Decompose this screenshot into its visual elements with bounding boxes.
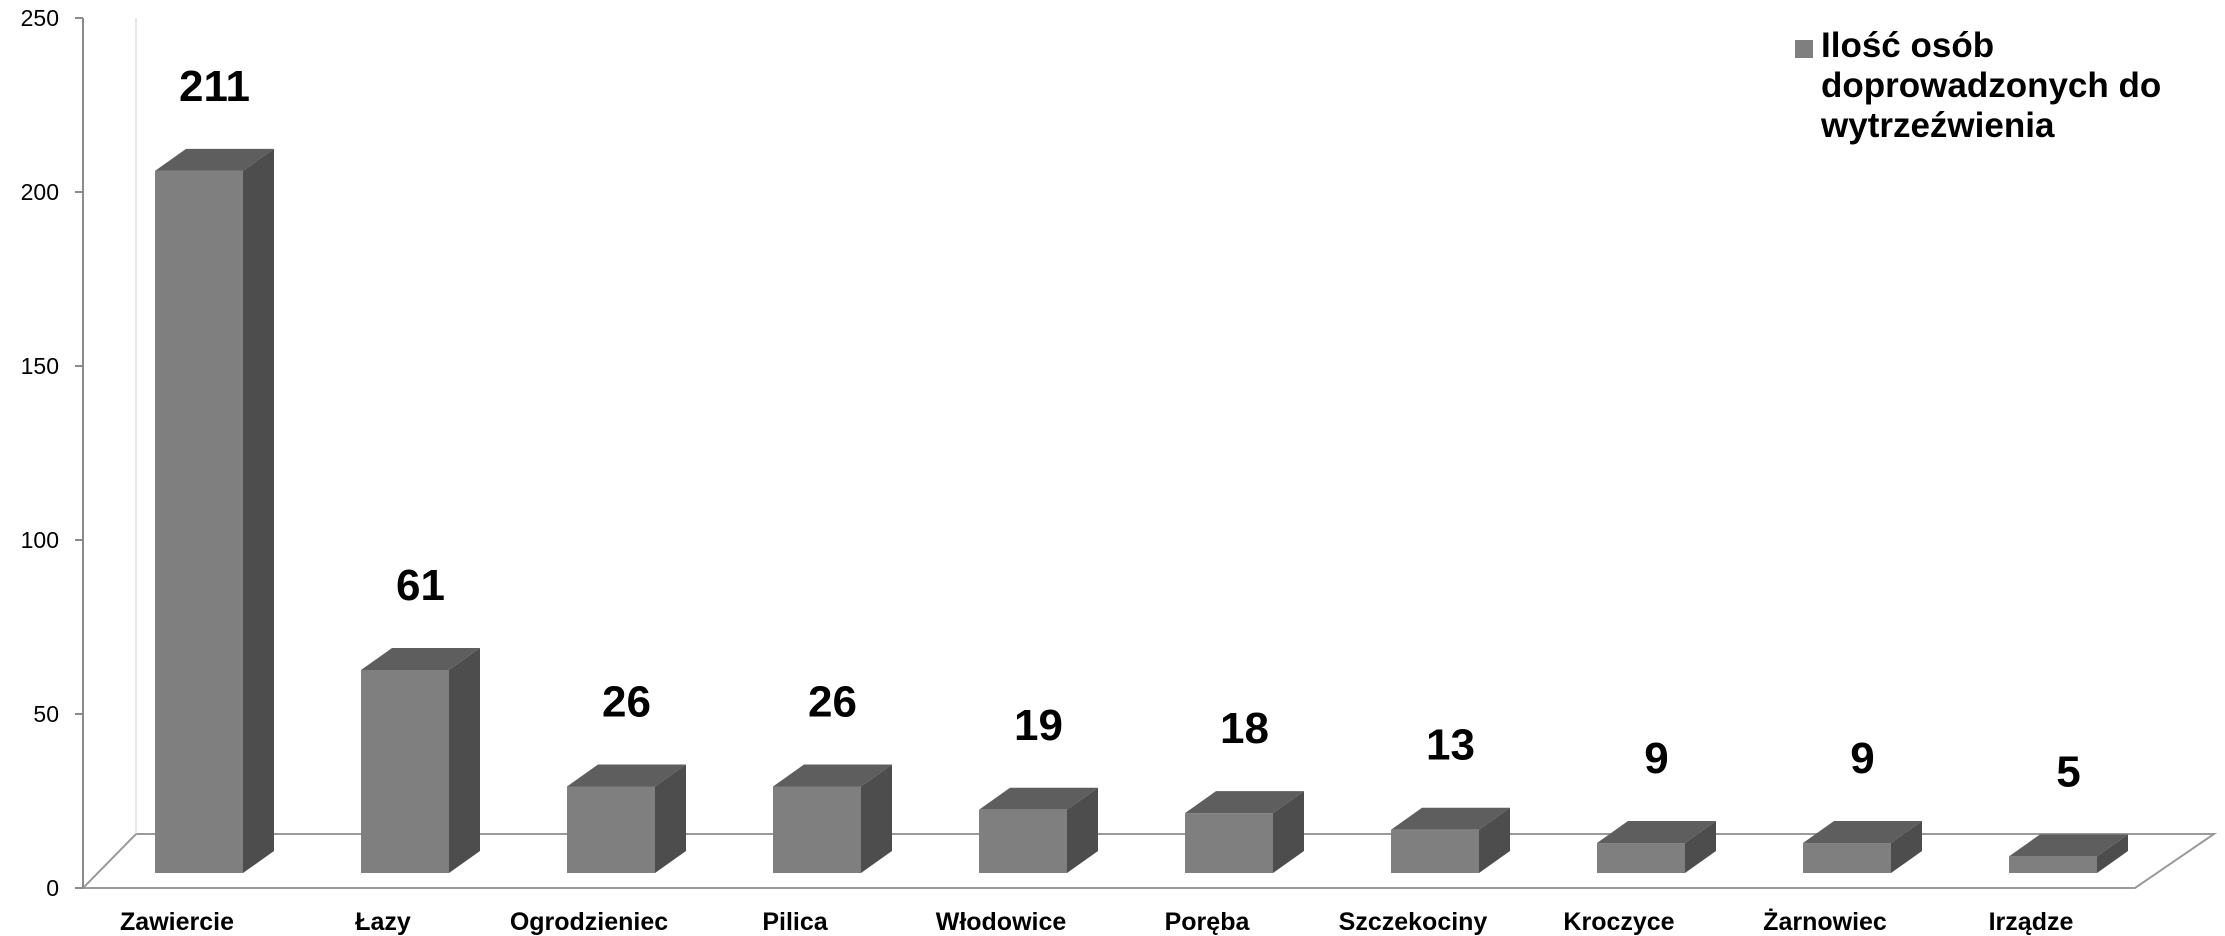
- bar-side: [1891, 821, 1922, 873]
- bar-front: [1391, 829, 1479, 873]
- data-label: 9: [1644, 734, 1668, 783]
- bars: [155, 148, 2128, 873]
- bar-side: [861, 764, 892, 873]
- bar-front: [361, 670, 449, 873]
- bar-side: [1479, 807, 1510, 873]
- bar: [979, 787, 1098, 873]
- y-tick-label: 50: [33, 701, 59, 727]
- bar-front: [1803, 843, 1891, 873]
- y-tick-label: 200: [21, 179, 59, 205]
- bar-top: [567, 764, 686, 787]
- x-tick-label: Włodowice: [936, 908, 1067, 936]
- data-label: 26: [602, 677, 651, 726]
- bar-top: [2009, 834, 2128, 857]
- bar: [361, 648, 480, 873]
- x-tick-label: Zawiercie: [120, 908, 234, 936]
- bar-side: [243, 148, 274, 873]
- x-tick-label: Poręba: [1165, 908, 1251, 936]
- bar-side: [1067, 787, 1098, 873]
- bar: [567, 764, 686, 873]
- data-label: 19: [1014, 701, 1063, 750]
- bar-side: [655, 764, 686, 873]
- x-tick-label: Łazy: [355, 908, 411, 936]
- bar-front: [979, 809, 1067, 873]
- x-tick-label: Szczekociny: [1339, 908, 1488, 936]
- bar-front: [2009, 856, 2097, 873]
- y-tick-label: 150: [21, 353, 59, 379]
- legend-label: Ilość osób doprowadzonych do wytrzeźwien…: [1821, 26, 2162, 145]
- data-label: 211: [179, 62, 250, 111]
- bar-top: [155, 148, 274, 171]
- y-tick-label: 250: [21, 5, 59, 31]
- x-axis-labels: Zawiercie Łazy Ogrodzieniec Pilica Włodowice…: [120, 908, 2073, 936]
- data-labels: 211 61 26 26 19 18 13 9 9 5: [179, 62, 2081, 797]
- x-tick-label: Pilica: [762, 908, 828, 936]
- bar-side: [449, 648, 480, 873]
- bar-side: [1685, 821, 1716, 873]
- bar-top: [1597, 821, 1716, 844]
- bar-front: [1597, 843, 1685, 873]
- data-label: 13: [1426, 721, 1475, 770]
- data-label: 18: [1220, 704, 1269, 753]
- legend: Ilość osób doprowadzonych do wytrzeźwien…: [1795, 26, 2221, 146]
- bar: [1185, 791, 1304, 873]
- bar-front: [1185, 813, 1273, 873]
- bar-side: [2097, 834, 2128, 873]
- bar-top: [773, 764, 892, 787]
- bar-front: [567, 786, 655, 873]
- bar-front: [155, 170, 243, 873]
- data-label: 61: [396, 561, 445, 610]
- bar: [1803, 821, 1922, 873]
- bar: [773, 764, 892, 873]
- x-tick-label: Kroczyce: [1563, 908, 1674, 936]
- data-label: 9: [1850, 734, 1874, 783]
- bar-front: [773, 786, 861, 873]
- data-label: 5: [2056, 747, 2080, 796]
- bar: [2009, 834, 2128, 873]
- bar-top: [361, 648, 480, 671]
- bar: [1391, 807, 1510, 873]
- bar-top: [1391, 807, 1510, 830]
- data-label: 26: [808, 677, 857, 726]
- bar-top: [1803, 821, 1922, 844]
- y-axis: 0 50 100 150 200 250: [21, 5, 84, 901]
- bar-top: [1185, 791, 1304, 814]
- legend-swatch: [1795, 40, 1813, 58]
- bar-side: [1273, 791, 1304, 873]
- bar: [155, 148, 274, 873]
- bar: [1597, 821, 1716, 873]
- x-tick-label: Żarnowiec: [1763, 908, 1887, 936]
- x-tick-label: Ogrodzieniec: [510, 908, 668, 936]
- y-tick-label: 100: [21, 527, 59, 553]
- bar-top: [979, 787, 1098, 810]
- x-tick-label: Irządze: [1989, 908, 2074, 936]
- y-tick-label: 0: [46, 875, 59, 901]
